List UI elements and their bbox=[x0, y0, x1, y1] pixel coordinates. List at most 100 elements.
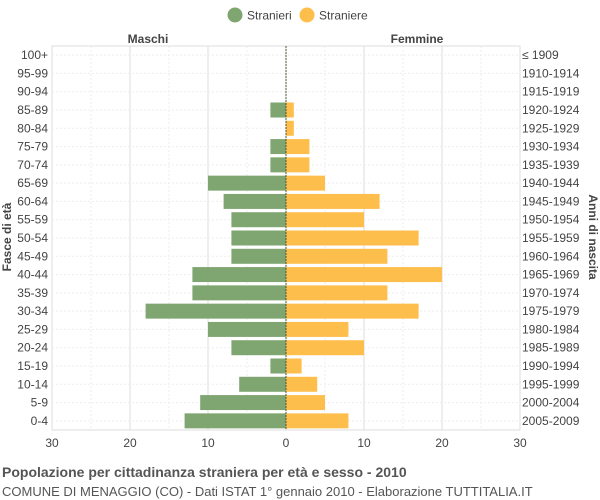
bar-stranieri-65-69 bbox=[208, 175, 286, 191]
age-band-label: 100+ bbox=[21, 48, 48, 62]
legend-label-stranieri: Stranieri bbox=[247, 9, 292, 23]
bar-straniere-50-54 bbox=[286, 230, 419, 246]
birth-year-label: 1960-1964 bbox=[522, 249, 580, 263]
age-band-label: 95-99 bbox=[17, 66, 48, 80]
bar-stranieri-0-4 bbox=[184, 413, 286, 429]
bar-stranieri-5-9 bbox=[200, 395, 286, 411]
bar-stranieri-15-19 bbox=[270, 358, 286, 374]
bar-stranieri-35-39 bbox=[192, 285, 286, 301]
age-band-label: 25-29 bbox=[17, 322, 48, 336]
bar-stranieri-30-34 bbox=[145, 303, 286, 319]
birth-year-label: 2000-2004 bbox=[522, 396, 580, 410]
left-header-maschi: Maschi bbox=[128, 32, 169, 46]
chart-subtitle: COMUNE DI MENAGGIO (CO) - Dati ISTAT 1° … bbox=[2, 484, 533, 499]
bar-stranieri-45-49 bbox=[231, 248, 286, 264]
bar-straniere-30-34 bbox=[286, 303, 419, 319]
x-tick-label: 30 bbox=[513, 436, 527, 450]
age-band-label: 30-34 bbox=[17, 304, 48, 318]
x-tick-label: 0 bbox=[283, 436, 290, 450]
bar-stranieri-55-59 bbox=[231, 212, 286, 228]
bar-stranieri-60-64 bbox=[223, 193, 286, 209]
bar-straniere-45-49 bbox=[286, 248, 388, 264]
bar-straniere-20-24 bbox=[286, 340, 364, 356]
bar-straniere-65-69 bbox=[286, 175, 325, 191]
legend-swatch-stranieri bbox=[227, 7, 243, 23]
bar-straniere-35-39 bbox=[286, 285, 388, 301]
age-band-label: 15-19 bbox=[17, 359, 48, 373]
birth-year-label: 1930-1934 bbox=[522, 140, 580, 154]
age-band-label: 10-14 bbox=[17, 377, 48, 391]
age-band-label: 45-49 bbox=[17, 249, 48, 263]
y-axis-title-right: Anni di nascita bbox=[586, 194, 600, 280]
age-band-labels: 100+ 95-99 90-94 85-89 80-84 75-79 70-74 65-69 6… bbox=[17, 48, 48, 428]
age-band-label: 85-89 bbox=[17, 103, 48, 117]
bar-stranieri-85-89 bbox=[270, 102, 286, 118]
age-band-label: 50-54 bbox=[17, 231, 48, 245]
bar-straniere-15-19 bbox=[286, 358, 302, 374]
x-tick-label: 20 bbox=[435, 436, 449, 450]
bar-straniere-70-74 bbox=[286, 157, 310, 173]
birth-year-label: 1970-1974 bbox=[522, 286, 580, 300]
bar-stranieri-40-44 bbox=[192, 267, 286, 283]
bar-straniere-60-64 bbox=[286, 193, 380, 209]
birth-year-labels: ≤ 1909 1910-1914 1915-1919 1920-1924 1925-19… bbox=[522, 48, 580, 428]
bar-stranieri-25-29 bbox=[208, 321, 286, 337]
bar-straniere-40-44 bbox=[286, 267, 442, 283]
birth-year-label: 1950-1954 bbox=[522, 213, 580, 227]
birth-year-label: 1965-1969 bbox=[522, 268, 580, 282]
x-tick-label: 30 bbox=[45, 436, 59, 450]
age-band-label: 70-74 bbox=[17, 158, 48, 172]
birth-year-label: 2005-2009 bbox=[522, 414, 580, 428]
bar-straniere-75-79 bbox=[286, 139, 310, 155]
bar-stranieri-20-24 bbox=[231, 340, 286, 356]
birth-year-label: 1935-1939 bbox=[522, 158, 580, 172]
age-band-label: 90-94 bbox=[17, 85, 48, 99]
birth-year-label: 1955-1959 bbox=[522, 231, 580, 245]
birth-year-label: 1920-1924 bbox=[522, 103, 580, 117]
bar-straniere-80-84 bbox=[286, 120, 294, 136]
birth-year-label: 1915-1919 bbox=[522, 85, 580, 99]
right-header-femmine: Femmine bbox=[391, 32, 444, 46]
chart-title: Popolazione per cittadinanza straniera p… bbox=[2, 464, 407, 480]
bar-straniere-55-59 bbox=[286, 212, 364, 228]
bar-stranieri-70-74 bbox=[270, 157, 286, 173]
age-band-label: 0-4 bbox=[31, 414, 49, 428]
bar-straniere-5-9 bbox=[286, 395, 325, 411]
age-band-label: 65-69 bbox=[17, 176, 48, 190]
bar-stranieri-50-54 bbox=[231, 230, 286, 246]
birth-year-label: 1980-1984 bbox=[522, 322, 580, 336]
birth-year-label: 1945-1949 bbox=[522, 194, 580, 208]
legend-swatch-straniere bbox=[299, 7, 315, 23]
bar-stranieri-75-79 bbox=[270, 139, 286, 155]
age-band-label: 20-24 bbox=[17, 341, 48, 355]
bar-stranieri-10-14 bbox=[239, 376, 286, 392]
x-tick-label: 20 bbox=[123, 436, 137, 450]
legend-label-straniere: Straniere bbox=[319, 9, 368, 23]
age-band-label: 40-44 bbox=[17, 268, 48, 282]
x-tick-label: 10 bbox=[201, 436, 215, 450]
birth-year-label: 1990-1994 bbox=[522, 359, 580, 373]
bar-straniere-85-89 bbox=[286, 102, 294, 118]
x-tick-labels: 30 20 10 0 10 20 30 bbox=[45, 436, 527, 450]
birth-year-label: 1940-1944 bbox=[522, 176, 580, 190]
bar-straniere-25-29 bbox=[286, 321, 349, 337]
age-band-label: 5-9 bbox=[31, 396, 49, 410]
age-band-label: 35-39 bbox=[17, 286, 48, 300]
legend: Stranieri Straniere bbox=[227, 7, 368, 23]
birth-year-label: 1985-1989 bbox=[522, 341, 580, 355]
y-axis-title-left: Fasce di età bbox=[0, 202, 14, 271]
age-band-label: 55-59 bbox=[17, 213, 48, 227]
age-band-label: 80-84 bbox=[17, 121, 48, 135]
bars bbox=[145, 46, 442, 430]
birth-year-label: 1925-1929 bbox=[522, 121, 580, 135]
age-band-label: 60-64 bbox=[17, 194, 48, 208]
birth-year-label: 1995-1999 bbox=[522, 377, 580, 391]
birth-year-label: 1975-1979 bbox=[522, 304, 580, 318]
bar-straniere-0-4 bbox=[286, 413, 349, 429]
x-tick-label: 10 bbox=[357, 436, 371, 450]
birth-year-label: ≤ 1909 bbox=[522, 48, 559, 62]
birth-year-label: 1910-1914 bbox=[522, 66, 580, 80]
bar-straniere-10-14 bbox=[286, 376, 318, 392]
age-band-label: 75-79 bbox=[17, 140, 48, 154]
